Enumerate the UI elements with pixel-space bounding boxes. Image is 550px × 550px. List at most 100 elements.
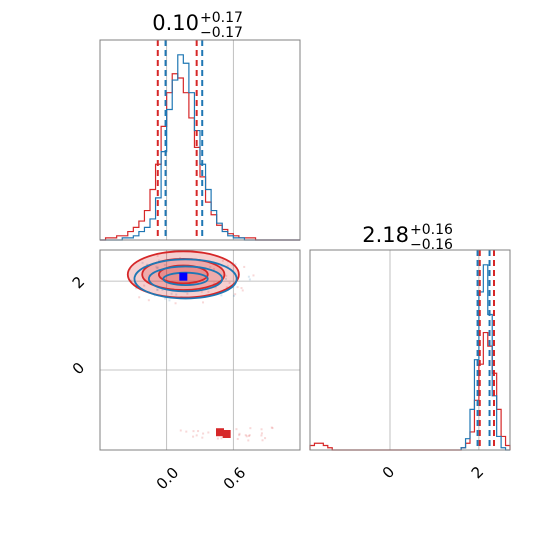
param2-title-minus: −0.16 bbox=[410, 237, 453, 253]
sample-dot bbox=[271, 427, 274, 430]
param2-histograms bbox=[309, 264, 511, 451]
param2-grid bbox=[389, 250, 480, 450]
histogram-series-1 bbox=[100, 54, 300, 241]
sample-dot bbox=[248, 278, 251, 281]
sample-dot bbox=[231, 264, 234, 267]
sample-dot bbox=[202, 432, 205, 435]
sample-dot bbox=[241, 289, 244, 292]
marker-1 bbox=[222, 430, 231, 438]
sample-dot bbox=[179, 429, 182, 432]
sample-dot bbox=[146, 263, 149, 266]
sample-dot bbox=[163, 263, 166, 266]
param1-title-minus: −0.17 bbox=[200, 25, 243, 41]
sample-dot bbox=[207, 290, 210, 293]
panel-param2-histogram: 2.18 +0.16 −0.16 0 2 bbox=[309, 222, 511, 482]
sample-dot bbox=[226, 264, 229, 267]
param1-frame bbox=[99, 39, 301, 241]
sample-dot bbox=[247, 275, 250, 278]
sample-dot bbox=[204, 268, 207, 271]
param1-title-plus: +0.17 bbox=[200, 10, 243, 26]
sample-dot bbox=[207, 431, 210, 434]
sample-dot bbox=[210, 247, 212, 249]
sample-dot bbox=[247, 439, 250, 442]
sample-dot bbox=[247, 434, 250, 437]
sample-dot bbox=[261, 439, 264, 442]
sample-dot bbox=[260, 434, 263, 437]
sample-dot bbox=[192, 435, 195, 438]
sample-dot bbox=[214, 286, 217, 289]
sample-dot bbox=[248, 434, 251, 437]
sample-dot bbox=[157, 266, 160, 269]
sample-dot bbox=[243, 265, 246, 268]
joint-grid bbox=[100, 250, 300, 450]
sample-dot bbox=[201, 436, 204, 439]
sample-dot bbox=[244, 434, 247, 437]
joint-ytick-0: 0 bbox=[69, 359, 88, 378]
sample-dot bbox=[220, 437, 223, 440]
sample-dot bbox=[143, 284, 146, 287]
sample-dot bbox=[195, 434, 198, 437]
sample-dot bbox=[228, 281, 231, 284]
sample-dot bbox=[156, 288, 159, 291]
sample-dot bbox=[200, 290, 203, 293]
joint-xtick-06: 0.6 bbox=[220, 464, 250, 494]
sample-dot bbox=[158, 259, 161, 262]
param1-quantile-lines bbox=[156, 40, 204, 240]
sample-dot bbox=[240, 287, 243, 290]
sample-dot bbox=[141, 261, 144, 264]
marker-0 bbox=[216, 428, 224, 437]
sample-dot bbox=[220, 294, 223, 297]
sample-dot bbox=[225, 277, 228, 280]
sample-dot bbox=[155, 265, 158, 268]
histogram-series-0 bbox=[100, 73, 300, 241]
param2-title-value: 2.18 bbox=[362, 223, 409, 247]
param2-xtick-0: 0 bbox=[379, 463, 398, 482]
sample-dot bbox=[197, 430, 200, 433]
sample-dot bbox=[213, 282, 216, 285]
joint-xtick-0: 0.0 bbox=[153, 464, 183, 494]
sample-dot bbox=[170, 292, 173, 295]
joint-frame bbox=[99, 249, 301, 451]
sample-dot bbox=[202, 301, 205, 304]
sample-dot bbox=[161, 289, 164, 292]
sample-dot bbox=[249, 427, 252, 430]
sample-dot bbox=[138, 296, 141, 299]
sample-dot bbox=[156, 254, 159, 257]
sample-dot bbox=[175, 293, 178, 296]
marker-2 bbox=[179, 272, 188, 281]
sample-dot bbox=[234, 263, 237, 266]
sample-dot bbox=[174, 302, 177, 305]
sample-dot bbox=[260, 428, 263, 431]
histogram-series-1 bbox=[460, 264, 510, 451]
sample-dot bbox=[186, 292, 189, 295]
histogram-series-0 bbox=[309, 331, 511, 451]
joint-markers bbox=[179, 272, 231, 438]
sample-dot bbox=[270, 426, 273, 429]
param1-title-value: 0.10 bbox=[152, 11, 199, 35]
param2-xtick-2: 2 bbox=[468, 463, 487, 482]
sample-dot bbox=[155, 267, 158, 270]
param2-frame bbox=[309, 249, 511, 451]
sample-dot bbox=[232, 286, 235, 289]
sample-dot bbox=[147, 299, 150, 302]
sample-dot bbox=[135, 287, 138, 290]
panel-joint-scatter: 0.0 0.6 0 2 bbox=[69, 247, 301, 494]
sample-dot bbox=[156, 288, 159, 291]
contour-1-0 bbox=[133, 258, 238, 300]
contour-1-1 bbox=[147, 265, 224, 293]
sample-dot bbox=[192, 430, 195, 433]
sample-dot bbox=[221, 259, 224, 262]
sample-dot bbox=[235, 428, 238, 431]
sample-dot bbox=[212, 268, 215, 271]
sample-dot bbox=[252, 274, 255, 277]
sample-dot bbox=[209, 265, 212, 268]
sample-dot bbox=[225, 274, 228, 277]
param1-histograms bbox=[100, 54, 300, 241]
sample-dot bbox=[236, 286, 239, 289]
sample-dot bbox=[232, 294, 235, 297]
panel-param1-histogram: 0.10 +0.17 −0.17 bbox=[99, 10, 301, 241]
sample-dot bbox=[185, 430, 188, 433]
sample-dot bbox=[260, 432, 263, 435]
sample-dot bbox=[198, 260, 201, 263]
